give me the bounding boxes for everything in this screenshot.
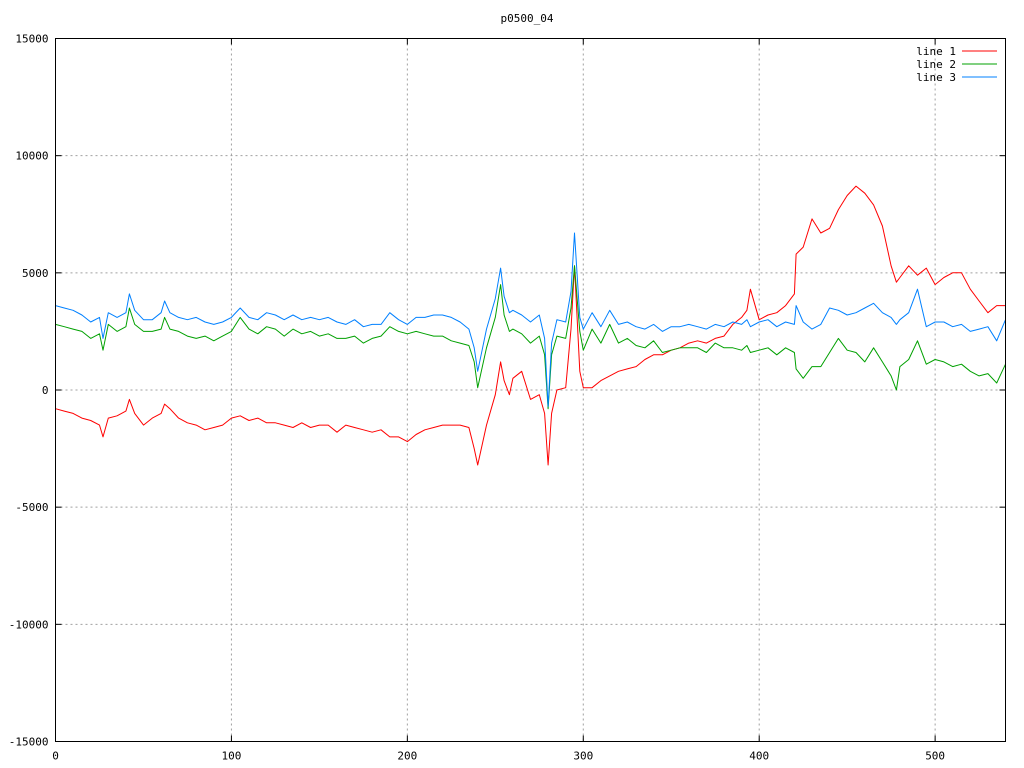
series-line-3 [55,232,1006,407]
grid [55,38,1006,742]
series-lines [55,185,1006,466]
y-tick-label: -5000 [15,501,48,514]
x-tick-label: 500 [925,750,945,763]
x-tick-label: 100 [221,750,241,763]
y-tick-label: 0 [42,384,49,397]
chart-title: p0500_04 [501,12,554,25]
legend-label: line 2 [916,58,956,71]
y-tick-label: -15000 [9,736,49,749]
legend-label: line 3 [916,71,956,84]
legend-label: line 1 [916,45,956,58]
x-tick-label: 0 [52,750,59,763]
plot-frame [55,38,1006,742]
y-tick-label: -10000 [9,618,49,631]
x-tick-label: 300 [573,750,593,763]
series-line-1 [55,185,1006,466]
y-tick-label: 5000 [22,267,49,280]
y-tick-label: 10000 [15,150,48,163]
x-tick-label: 200 [397,750,417,763]
y-tick-label: 15000 [15,33,48,46]
x-tick-label: 400 [749,750,769,763]
series-line-2 [55,265,1006,410]
